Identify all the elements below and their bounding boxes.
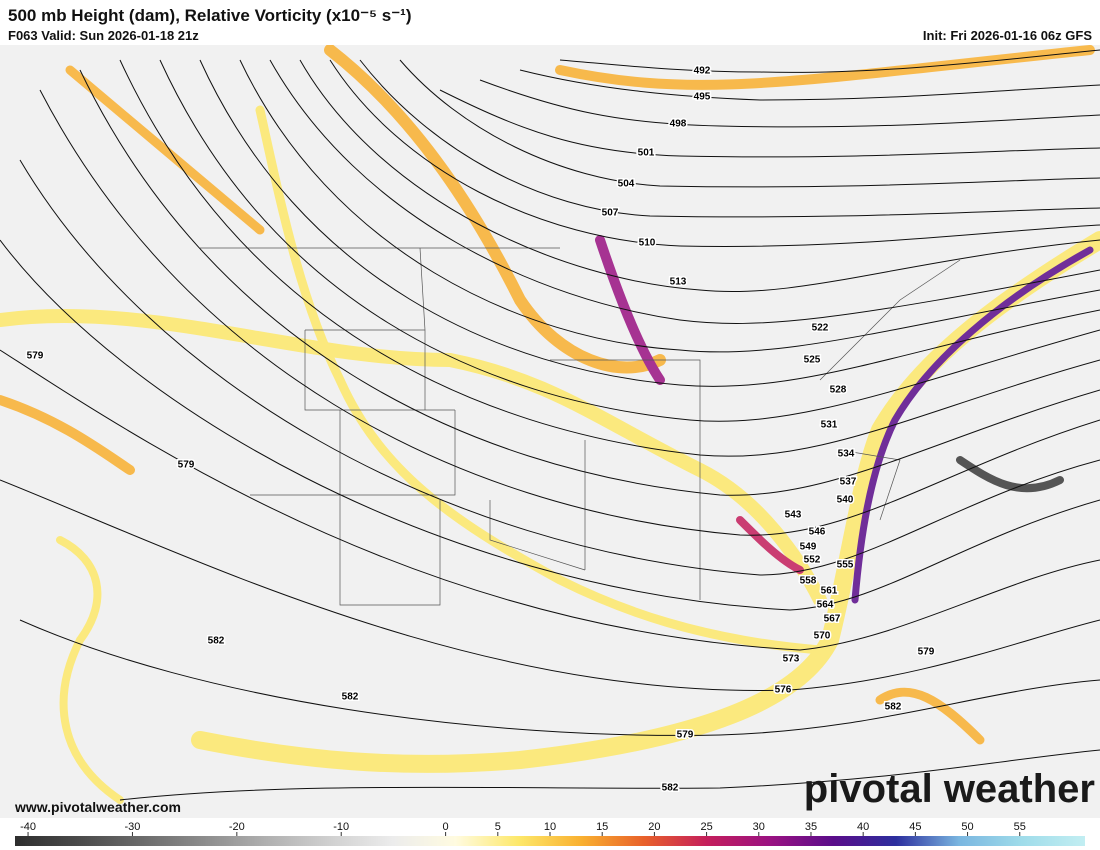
contour-label: 567 <box>824 614 841 625</box>
contour-label: 564 <box>817 600 834 611</box>
contour-label: 549 <box>800 542 817 553</box>
contour-label: 579 <box>178 460 195 471</box>
contour-label: 534 <box>838 449 855 460</box>
contour-label: 573 <box>783 654 800 665</box>
contour-label: 513 <box>670 277 687 288</box>
contour-label: 507 <box>602 208 619 219</box>
vorticity-field <box>0 45 1100 804</box>
contour-label: 579 <box>27 351 44 362</box>
colorbar-tick-label: -30 <box>124 821 140 833</box>
init-time: Init: Fri 2026-01-16 06z GFS <box>923 28 1092 43</box>
colorbar-tick-label: 50 <box>961 821 973 833</box>
contour-label: 531 <box>821 420 838 431</box>
valid-time: F063 Valid: Sun 2026-01-18 21z <box>8 28 199 43</box>
contour-label: 504 <box>618 179 635 190</box>
contour-label: 552 <box>804 555 821 566</box>
contour-label: 501 <box>638 148 655 159</box>
contour-label: 555 <box>837 560 854 571</box>
contour-label: 498 <box>670 119 687 130</box>
colorbar-tick-label: -10 <box>333 821 349 833</box>
contour-label: 522 <box>812 323 829 334</box>
website: www.pivotalweather.com <box>14 799 181 815</box>
colorbar: -40 -30 -20 -10 0 5 10 15 20 25 30 35 40 45 50 55 <box>0 818 1100 850</box>
colorbar-scale <box>15 836 1085 846</box>
colorbar-tick-label: 25 <box>700 821 712 833</box>
contour-label: 561 <box>821 586 838 597</box>
contour-label: 558 <box>800 576 817 587</box>
colorbar-tick-label: 0 <box>443 821 449 833</box>
colorbar-tick-label: 35 <box>805 821 817 833</box>
boundaries <box>200 247 961 606</box>
contour-label: 579 <box>918 647 935 658</box>
colorbar-tick-label: 45 <box>909 821 921 833</box>
contour-label: 546 <box>809 527 826 538</box>
map-background <box>0 45 1100 818</box>
map-area: 492 495 498 501 504 507 510 513 522 525 528 531 534 5… <box>0 45 1100 818</box>
colorbar-tick-label: 55 <box>1014 821 1026 833</box>
height-contours <box>0 49 1100 801</box>
contour-label: 492 <box>694 66 711 77</box>
contour-label: 525 <box>804 355 821 366</box>
colorbar-tick-label: 15 <box>596 821 608 833</box>
brand-watermark: pivotal weather <box>804 767 1095 811</box>
contour-label: 582 <box>885 702 902 713</box>
colorbar-tick-label: 5 <box>495 821 501 833</box>
contour-labels: 492 495 498 501 504 507 510 513 522 525 528 531 534 5… <box>25 64 936 795</box>
colorbar-tick-label: 40 <box>857 821 869 833</box>
contour-label: 576 <box>775 685 792 696</box>
contour-label: 540 <box>837 495 854 506</box>
title: 500 mb Height (dam), Relative Vorticity … <box>8 6 412 25</box>
colorbar-tick-label: -40 <box>20 821 36 833</box>
contour-label: 495 <box>694 92 711 103</box>
contour-label: 570 <box>814 631 831 642</box>
contour-label: 582 <box>662 783 679 794</box>
contour-label: 528 <box>830 385 847 396</box>
colorbar-tick-label: -20 <box>229 821 245 833</box>
colorbar-tick-label: 10 <box>544 821 556 833</box>
contour-label: 582 <box>208 636 225 647</box>
contour-label: 543 <box>785 510 802 521</box>
contour-label: 579 <box>677 730 694 741</box>
contour-label: 582 <box>342 692 359 703</box>
contour-label: 510 <box>639 238 656 249</box>
contour-label: 537 <box>840 477 857 488</box>
colorbar-tick-label: 30 <box>753 821 765 833</box>
colorbar-tick-label: 20 <box>648 821 660 833</box>
